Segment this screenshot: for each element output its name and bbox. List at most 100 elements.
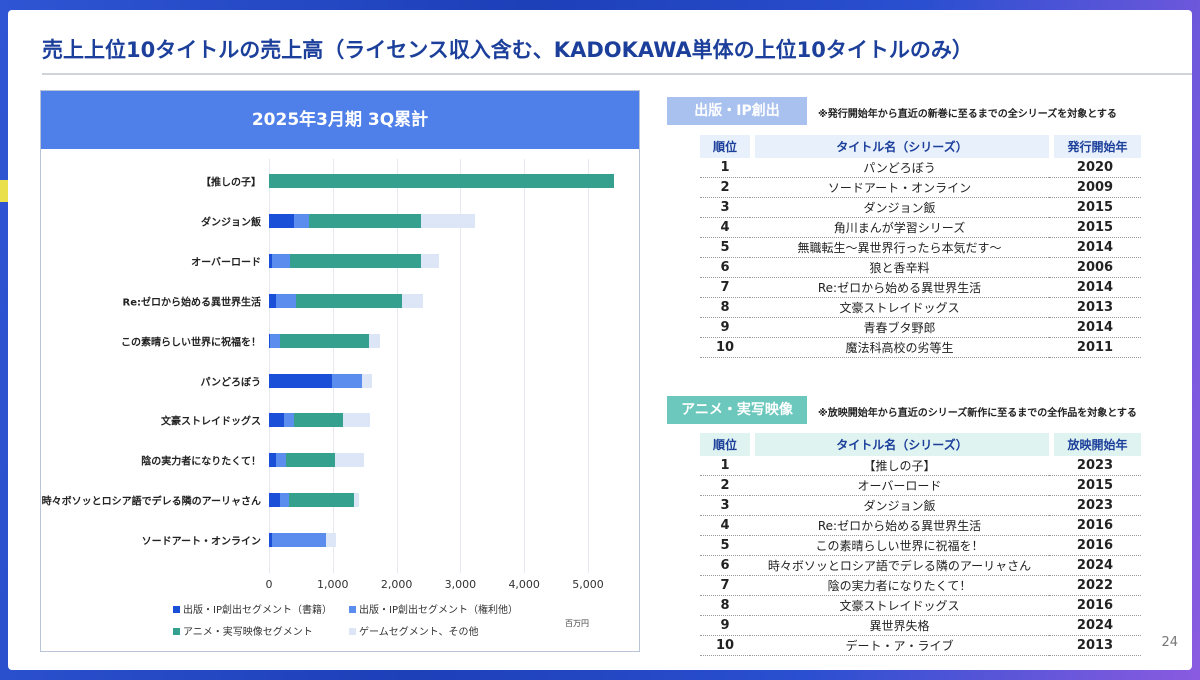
year-cell: 2016 xyxy=(1049,516,1141,536)
bar-segment-4 xyxy=(421,253,440,268)
year-cell: 2016 xyxy=(1049,596,1141,616)
header-year: 放映開始年 xyxy=(1049,433,1141,456)
bar-segment-1 xyxy=(269,253,273,268)
table-row: 1 【推しの子】 2023 xyxy=(700,456,1141,476)
bar-segment-4 xyxy=(402,293,424,308)
title-cell: Re:ゼロから始める異世界生活 xyxy=(750,278,1049,298)
unit-label: 百万円 xyxy=(565,619,589,628)
bar-segment-4 xyxy=(361,373,373,388)
gridline xyxy=(524,159,526,573)
table-row: 4 角川まんが学習シリーズ 2015 xyxy=(700,218,1141,238)
bar-segment-2 xyxy=(272,533,327,548)
category-label: 文豪ストレイドッグス xyxy=(161,416,261,428)
category-label: 【推しの子】 xyxy=(201,177,261,189)
gridline xyxy=(460,159,462,573)
table-row: 5 この素晴らしい世界に祝福を！ 2016 xyxy=(700,536,1141,556)
legend-item: アニメ・実写映像セグメント xyxy=(173,623,313,638)
category-label: ソードアート・オンライン xyxy=(141,536,261,548)
x-tick-label: 0 xyxy=(265,578,273,591)
table-row: 3 ダンジョン飯 2023 xyxy=(700,496,1141,516)
rank-cell: 8 xyxy=(700,298,750,318)
bar-segment-2 xyxy=(284,413,295,428)
bar-segment-2 xyxy=(293,213,310,228)
bar-segment-4 xyxy=(342,413,371,428)
bar-segment-3 xyxy=(289,493,354,508)
category-label: 陰の実力者になりたくて！ xyxy=(141,456,261,468)
table-row: 3 ダンジョン飯 2015 xyxy=(700,198,1141,218)
table-row: 7 陰の実力者になりたくて！ 2022 xyxy=(700,576,1141,596)
bar-segment-2 xyxy=(272,253,291,268)
gridline xyxy=(269,159,270,573)
title-cell: パンどろぼう xyxy=(750,158,1049,178)
bar-segment-2 xyxy=(275,293,297,308)
year-cell: 2015 xyxy=(1049,218,1141,238)
bar-segment-1 xyxy=(269,293,276,308)
publishing-section-label: 出版・IP創出 xyxy=(667,97,807,125)
x-tick-label: 3,000 xyxy=(444,578,477,591)
table-row: 4 Re:ゼロから始める異世界生活 2016 xyxy=(700,516,1141,536)
bar-segment-4 xyxy=(334,453,365,468)
table-row: 10 魔法科高校の劣等生 2011 xyxy=(700,338,1141,358)
year-cell: 2014 xyxy=(1049,318,1141,338)
bar-segment-1 xyxy=(269,413,285,428)
year-cell: 2015 xyxy=(1049,198,1141,218)
header-title: タイトル名（シリーズ） xyxy=(750,433,1049,456)
header-title: タイトル名（シリーズ） xyxy=(750,135,1049,158)
rank-cell: 9 xyxy=(700,616,750,636)
year-cell: 2016 xyxy=(1049,536,1141,556)
title-cell: 陰の実力者になりたくて！ xyxy=(750,576,1049,596)
year-cell: 2023 xyxy=(1049,456,1141,476)
legend-swatch xyxy=(173,628,180,635)
table-row: 9 異世界失格 2024 xyxy=(700,616,1141,636)
header-year: 発行開始年 xyxy=(1049,135,1141,158)
page-number: 24 xyxy=(1161,635,1178,650)
title-cell: デート・ア・ライブ xyxy=(750,636,1049,656)
bar-segment-1 xyxy=(269,493,280,508)
table-row: 2 オーバーロード 2015 xyxy=(700,476,1141,496)
anime-section-label: アニメ・実写映像 xyxy=(667,396,807,424)
publishing-note: ※発行開始年から直近の新巻に至るまでの全シリーズを対象とする xyxy=(818,109,1117,120)
title-cell: ダンジョン飯 xyxy=(750,198,1049,218)
legend-item: 出版・IP創出セグメント（権利他） xyxy=(349,601,518,616)
bar-segment-2 xyxy=(279,493,290,508)
title-cell: オーバーロード xyxy=(750,476,1049,496)
bar-segment-3 xyxy=(279,333,370,348)
legend-label: 出版・IP創出セグメント（書籍） xyxy=(183,605,332,616)
legend-label: アニメ・実写映像セグメント xyxy=(183,627,313,638)
rank-cell: 10 xyxy=(700,636,750,656)
legend-swatch xyxy=(349,628,356,635)
rank-cell: 1 xyxy=(700,158,750,178)
bar-segment-2 xyxy=(332,373,362,388)
legend-label: 出版・IP創出セグメント（権利他） xyxy=(359,605,518,616)
year-cell: 2024 xyxy=(1049,616,1141,636)
year-cell: 2011 xyxy=(1049,338,1141,358)
year-cell: 2024 xyxy=(1049,556,1141,576)
bar-segment-1 xyxy=(269,213,294,228)
legend-swatch xyxy=(173,606,180,613)
rank-cell: 3 xyxy=(700,496,750,516)
rank-cell: 3 xyxy=(700,198,750,218)
bar-segment-1 xyxy=(269,373,333,388)
legend-item: 出版・IP創出セグメント（書籍） xyxy=(173,601,332,616)
x-tick-label: 1,000 xyxy=(317,578,349,591)
anime-note: ※放映開始年から直近のシリーズ新作に至るまでの全作品を対象とする xyxy=(818,408,1137,419)
x-tick-label: 5,000 xyxy=(572,578,604,591)
bar-segment-4 xyxy=(326,533,336,548)
rank-cell: 5 xyxy=(700,238,750,258)
rank-cell: 4 xyxy=(700,218,750,238)
title-divider xyxy=(42,73,1192,75)
category-label: オーバーロード xyxy=(191,257,261,269)
table-row: 2 ソードアート・オンライン 2009 xyxy=(700,178,1141,198)
legend-label: ゲームセグメント、その他 xyxy=(359,627,479,638)
year-cell: 2014 xyxy=(1049,238,1141,258)
table-row: 7 Re:ゼロから始める異世界生活 2014 xyxy=(700,278,1141,298)
anime-ranking-table: 順位 タイトル名（シリーズ） 放映開始年 1 【推しの子】 2023 2 オーバーロード… xyxy=(700,433,1141,656)
title-cell: 時々ボソッとロシア語でデレる隣のアーリャさん xyxy=(750,556,1049,576)
rank-cell: 7 xyxy=(700,576,750,596)
rank-cell: 7 xyxy=(700,278,750,298)
gridline xyxy=(396,159,398,573)
title-cell: 角川まんが学習シリーズ xyxy=(750,218,1049,238)
year-cell: 2020 xyxy=(1049,158,1141,178)
table-row: 8 文豪ストレイドッグス 2016 xyxy=(700,596,1141,616)
category-label: パンどろぼう xyxy=(200,377,262,388)
